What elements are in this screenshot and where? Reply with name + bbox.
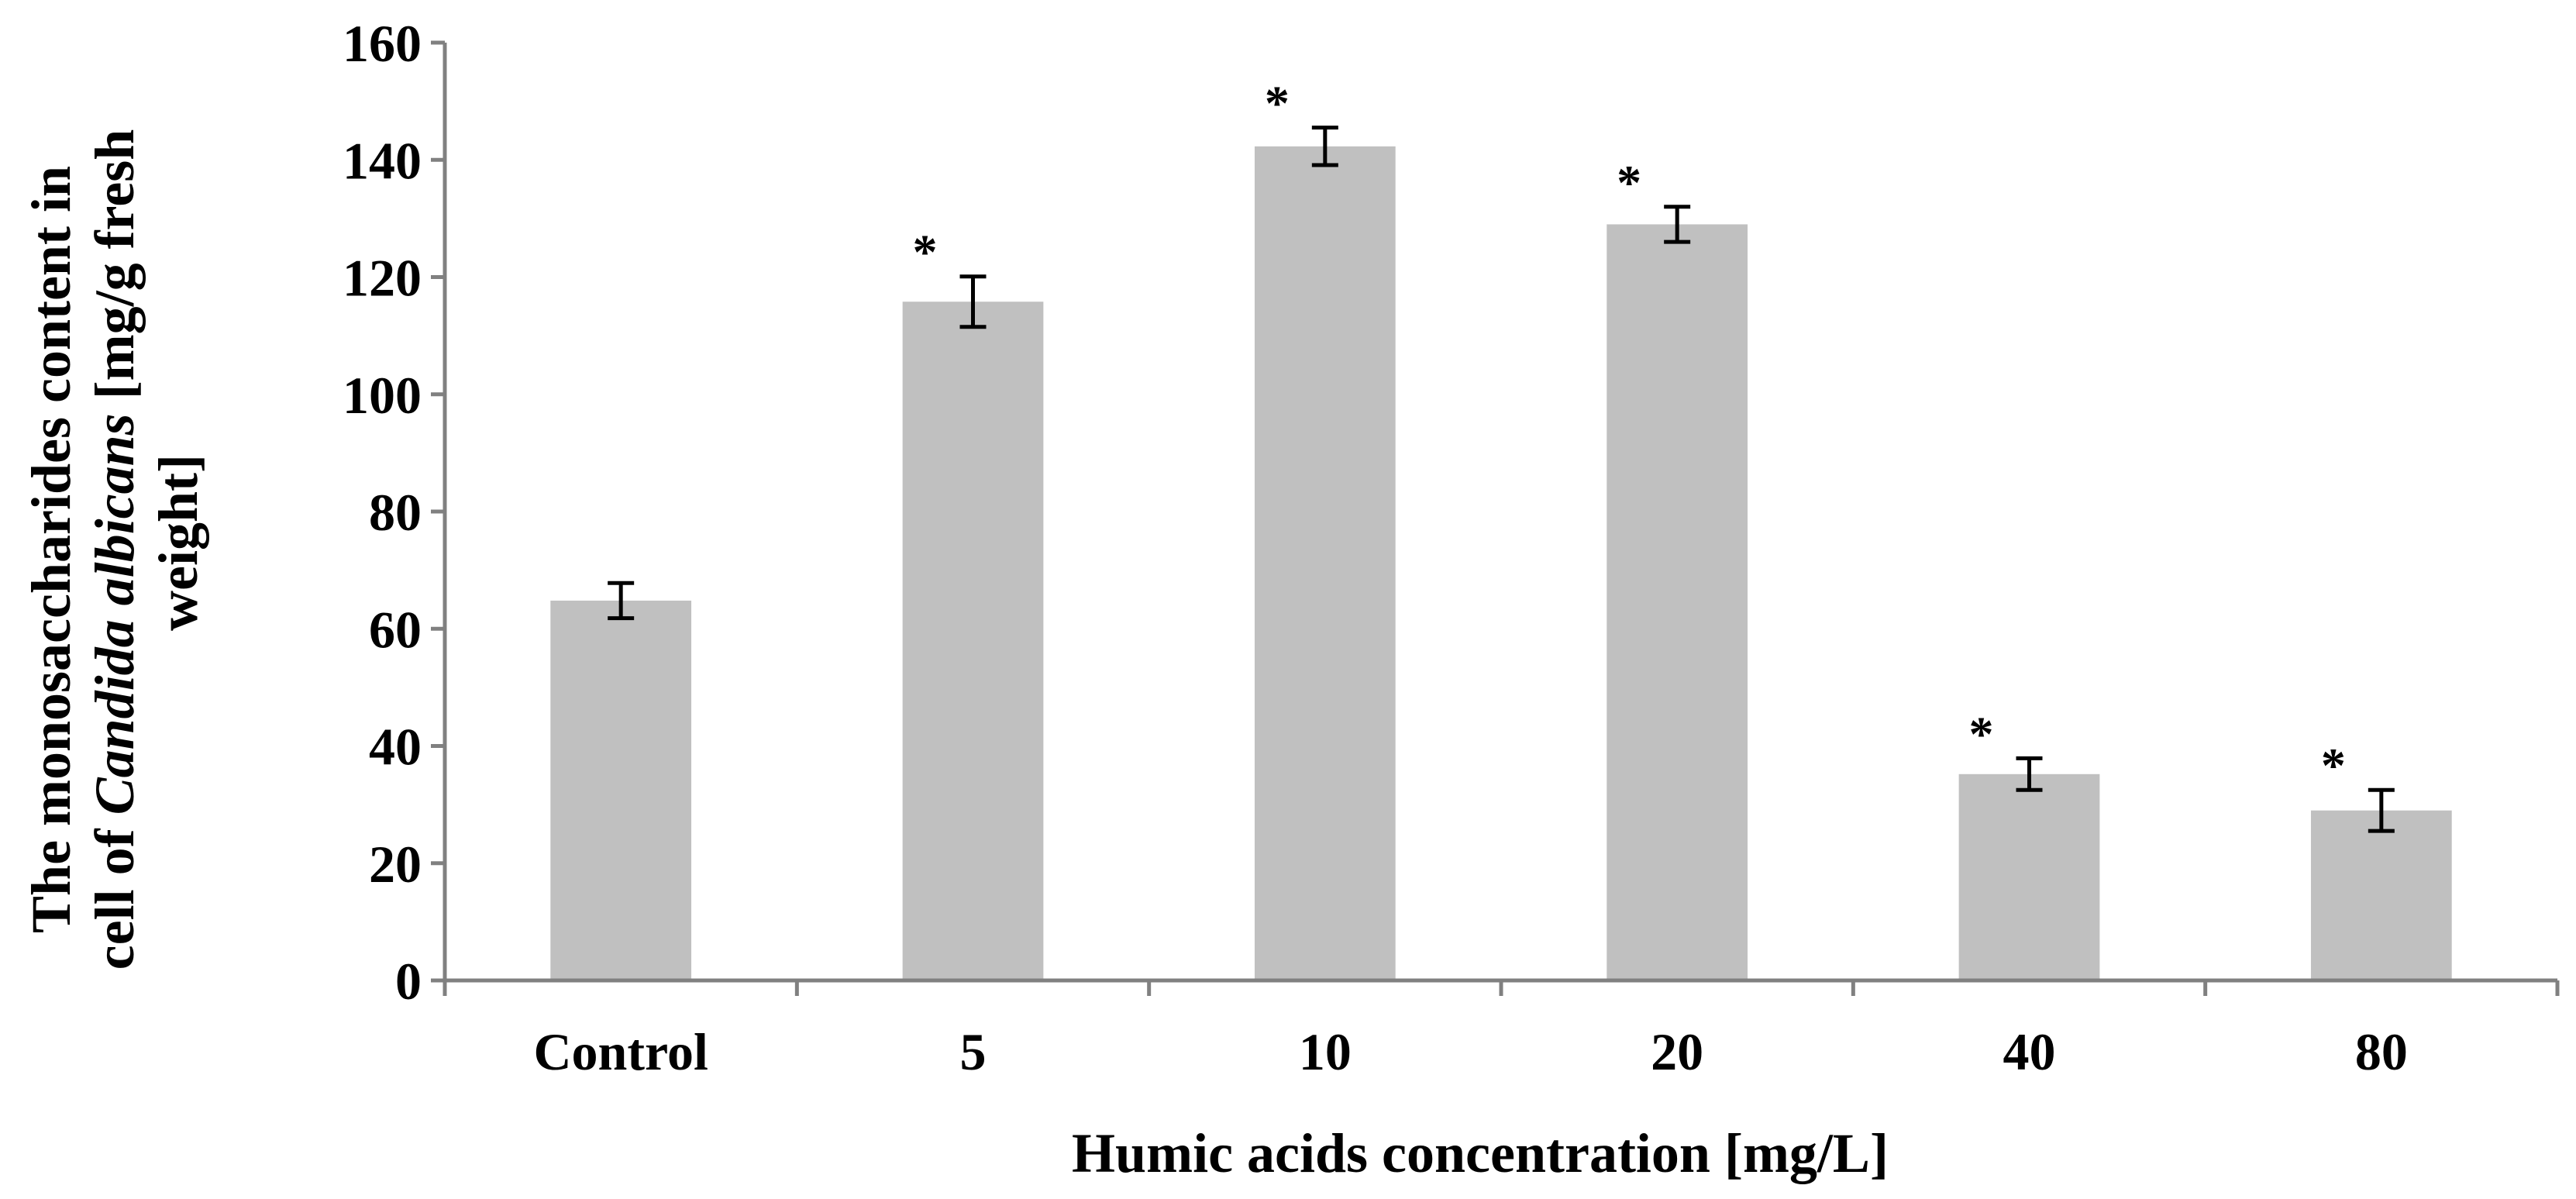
- x-tick-label: 10: [1299, 1022, 1352, 1081]
- y-tick-labels: 0 20 40 60 80 100 120 140 160: [343, 14, 422, 1011]
- axes: [431, 40, 2560, 996]
- error-bars: [608, 126, 2395, 833]
- significance-star: *: [1969, 706, 1994, 761]
- x-tick-label: Control: [533, 1022, 708, 1081]
- y-tick-label: 80: [369, 483, 422, 542]
- bars: [550, 146, 2452, 981]
- significance-star: *: [1265, 76, 1290, 131]
- y-tick-label: 120: [343, 249, 422, 308]
- bar: [1607, 224, 1748, 980]
- significance-star: *: [1617, 155, 1641, 210]
- bar: [550, 600, 692, 980]
- significance-star: *: [913, 225, 938, 280]
- y-axis-title-line3: weight]: [147, 454, 209, 631]
- x-tick-label: 40: [2003, 1022, 2056, 1081]
- y-tick-label: 40: [369, 718, 422, 777]
- y-axis-title: The monosaccharides content in cell of C…: [20, 115, 209, 970]
- y-tick-label: 100: [343, 366, 422, 425]
- y-tick-label: 20: [369, 835, 422, 894]
- bar: [1958, 773, 2100, 980]
- significance-markers: * * * * *: [913, 76, 2346, 794]
- significance-star: *: [2321, 738, 2346, 793]
- y-tick-label: 140: [343, 131, 422, 190]
- svg-text:The monosaccharides content in: The monosaccharides content in cell of C…: [20, 115, 209, 970]
- bar: [1254, 146, 1396, 981]
- x-tick-label: 20: [1651, 1022, 1703, 1081]
- x-tick-labels: Control 5 10 20 40 80: [533, 1022, 2407, 1081]
- x-tick-label: 5: [960, 1022, 987, 1081]
- y-tick-label: 60: [369, 600, 422, 659]
- bar: [902, 301, 1044, 980]
- y-tick-label: 0: [395, 952, 422, 1011]
- x-tick-label: 80: [2355, 1022, 2408, 1081]
- y-axis-title-line1: The monosaccharides content in: [20, 166, 82, 933]
- bar: [2310, 810, 2452, 980]
- y-tick-label: 160: [343, 14, 422, 73]
- y-axis-title-line2: cell of Candida albicans [mg/g fresh: [84, 129, 146, 970]
- x-axis-title: Humic acids concentration [mg/L]: [1072, 1122, 1889, 1184]
